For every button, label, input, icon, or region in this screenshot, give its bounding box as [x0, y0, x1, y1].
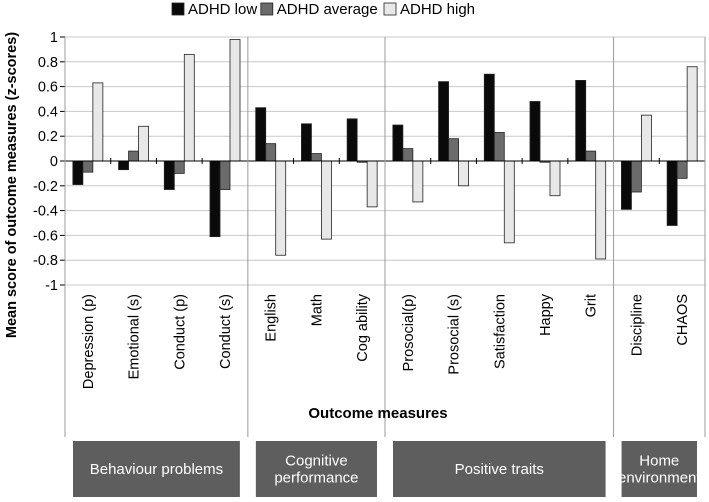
y-tick-labels: -1 -0.8 -0.6 -0.4 -0.2 0 0.2 0.4 0.6 0.8 1	[33, 30, 58, 294]
bar	[448, 138, 459, 162]
bar	[173, 160, 185, 174]
bar	[275, 160, 287, 256]
y-tick-label: -0.2	[33, 179, 58, 195]
x-tick-label: CHAOS	[675, 294, 691, 346]
bar	[265, 143, 277, 162]
legend-swatch	[260, 2, 274, 16]
legend-swatch	[383, 2, 397, 16]
x-tick-label: Happy	[538, 293, 554, 336]
bar	[666, 160, 678, 226]
x-tick-labels: Depression (p) Emotional (s) Conduct (p) Co…	[81, 293, 691, 389]
y-tick-label: 0.2	[38, 129, 58, 145]
x-tick-label: Prosocial(p)	[401, 294, 417, 371]
x-tick-label: Math	[309, 294, 325, 326]
y-tick-label: 0.8	[38, 55, 58, 71]
bar	[549, 160, 561, 197]
bar	[163, 160, 175, 190]
bar	[412, 160, 424, 203]
bar	[621, 160, 632, 210]
group-box	[621, 441, 697, 497]
y-tick-label: 0	[50, 154, 58, 170]
x-axis-label: Outcome measures	[308, 405, 447, 422]
bar	[92, 82, 104, 162]
legend-label: ADHD average	[277, 1, 378, 18]
x-tick-label: Conduct (s)	[218, 294, 234, 369]
bar	[686, 66, 698, 162]
bar	[438, 81, 449, 162]
y-tick-label: -0.4	[33, 204, 58, 220]
axes	[60, 36, 706, 437]
bar	[483, 73, 495, 162]
bar	[392, 124, 404, 162]
bar	[118, 160, 129, 171]
bar	[402, 148, 414, 162]
bar	[676, 160, 688, 179]
x-tick-label: Emotional (s)	[127, 294, 143, 379]
group-box	[73, 441, 240, 497]
bar	[72, 160, 84, 185]
x-tick-label: Prosocial (s)	[447, 294, 463, 375]
bar	[183, 53, 195, 162]
group-label: Behaviour problems	[90, 461, 223, 478]
bar	[321, 160, 332, 240]
bar	[209, 160, 221, 238]
bar	[366, 160, 378, 208]
x-tick-label: Depression (p)	[81, 294, 97, 389]
group-label: performance	[274, 470, 358, 487]
group-label: Cognitive	[285, 453, 348, 470]
legend-label: ADHD low	[188, 1, 257, 18]
bar	[219, 160, 231, 190]
bar	[301, 123, 312, 162]
bar	[595, 160, 607, 260]
bar	[529, 101, 541, 162]
bar	[458, 160, 469, 187]
x-tick-label: English	[264, 294, 280, 342]
legend-label: ADHD high	[400, 1, 475, 18]
y-tick-label: -1	[45, 278, 58, 294]
bar	[631, 160, 642, 193]
y-tick-label: 0.6	[38, 80, 58, 96]
bar	[575, 80, 587, 162]
x-tick-label: Discipline	[629, 294, 645, 356]
y-tick-label: -0.6	[33, 228, 58, 244]
x-tick-label: Grit	[584, 294, 600, 317]
group-label: Positive traits	[455, 461, 544, 478]
legend: ADHD low ADHD average ADHD high	[171, 1, 475, 18]
bar	[82, 160, 94, 173]
group-label: environment	[618, 470, 701, 487]
group-box	[393, 441, 606, 497]
bars	[72, 39, 698, 260]
bar	[311, 153, 322, 162]
group-box	[255, 441, 377, 497]
bar	[641, 114, 652, 162]
bar	[255, 107, 267, 162]
x-tick-label: Cog ability	[355, 293, 371, 361]
bar	[138, 125, 149, 162]
bar	[503, 160, 515, 244]
bar	[346, 118, 358, 162]
bar	[229, 39, 241, 162]
bar	[128, 150, 139, 162]
bar	[493, 132, 505, 162]
legend-swatch	[171, 2, 185, 16]
bar	[585, 150, 597, 162]
y-tick-label: -0.8	[33, 253, 58, 269]
y-tick-label: 0.4	[38, 104, 58, 120]
y-tick-label: 1	[50, 30, 58, 46]
x-tick-label: Conduct (p)	[172, 294, 188, 370]
group-label: Home	[639, 453, 679, 470]
x-tick-label: Satisfaction	[492, 294, 508, 369]
y-axis-label: Mean score of outcome measures (z-scores…	[4, 32, 20, 338]
